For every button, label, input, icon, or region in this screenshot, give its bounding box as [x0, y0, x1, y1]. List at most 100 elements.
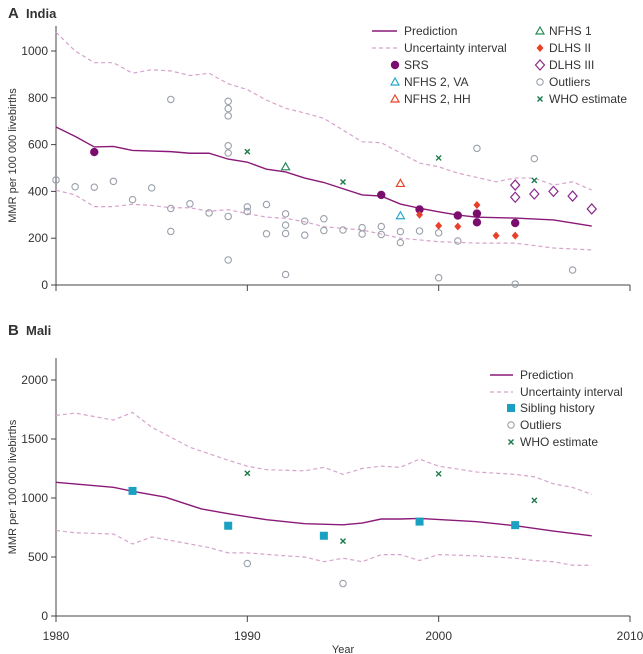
outliers-point	[224, 142, 232, 150]
who-cross-stroke	[244, 148, 251, 155]
who-cross-stroke	[508, 439, 514, 445]
outliers-point	[530, 154, 539, 163]
uncertainty-upper-line	[55, 411, 592, 496]
legend-outliers-marker	[536, 78, 544, 86]
outliers-point	[377, 230, 386, 239]
y-tick-label: 1000	[21, 44, 48, 58]
outliers-point	[339, 226, 347, 234]
who-cross-stroke	[537, 96, 543, 102]
legend-label: Uncertainty interval	[404, 41, 507, 55]
dlhs3-point	[548, 185, 559, 198]
who-cross-stroke	[340, 179, 346, 186]
legend-label: Uncertainty interval	[520, 385, 623, 399]
dlhs3-point	[529, 188, 540, 200]
outliers-point	[377, 222, 386, 231]
dlhs2-point	[492, 231, 500, 240]
outliers-point	[300, 231, 309, 239]
outliers-point	[167, 204, 175, 213]
dlhs3-point	[567, 190, 578, 202]
dlhs3-point	[586, 203, 598, 215]
y-axis-label: MMR per 100 000 livebirths	[7, 419, 19, 554]
dlhs2-point	[454, 222, 462, 231]
y-axis-label: MMR per 100 000 livebirths	[7, 88, 19, 223]
outliers-point	[473, 144, 481, 153]
srs-point	[415, 205, 424, 214]
uncertainty-lower-line	[55, 189, 592, 251]
srs-point	[472, 209, 482, 218]
who-cross-stroke	[435, 470, 442, 477]
legend-nfhs1-marker	[534, 25, 546, 35]
srs-point	[377, 190, 386, 200]
outliers-point	[167, 227, 175, 236]
legend-label: WHO estimate	[549, 92, 627, 106]
y-tick-label: 800	[28, 91, 48, 105]
y-tick-label: 600	[28, 138, 48, 152]
prediction-line	[55, 481, 592, 537]
x-tick-label: 2000	[425, 629, 452, 643]
who-point	[435, 154, 442, 161]
outliers-point	[262, 230, 271, 238]
srs-point	[90, 147, 99, 157]
dlhs2-point	[435, 221, 443, 230]
outliers-point	[396, 238, 405, 247]
y-tick-label: 2000	[21, 373, 48, 387]
legend-dlhs3-marker	[534, 59, 546, 71]
panel-letter: B	[8, 322, 19, 339]
outliers-point	[186, 200, 194, 208]
outliers-point	[90, 183, 99, 191]
y-tick-label: 1000	[21, 491, 48, 505]
who-point	[340, 538, 346, 545]
nfhs2-hh-point	[395, 178, 406, 188]
legend-label: Prediction	[404, 24, 457, 38]
who-cross-stroke	[531, 177, 538, 184]
who-cross-stroke	[340, 538, 346, 545]
outliers-point	[167, 95, 175, 104]
legend-label: NFHS 2, VA	[404, 75, 468, 89]
who-cross-stroke	[244, 470, 251, 477]
outliers-point	[281, 270, 290, 279]
outliers-point	[147, 184, 156, 192]
srs-point	[453, 211, 462, 220]
who-cross-stroke	[435, 154, 442, 161]
panel-title: Mali	[26, 323, 51, 338]
legend-label: Prediction	[520, 368, 573, 382]
nfhs1-point	[280, 161, 291, 171]
who-point	[435, 470, 442, 477]
outliers-point	[243, 203, 252, 211]
legend-srs-marker	[390, 60, 400, 70]
legend-label: Outliers	[549, 75, 590, 89]
legend-label: DLHS II	[549, 41, 591, 55]
legend-who-marker	[537, 96, 543, 102]
sibling-point	[128, 486, 137, 495]
outliers-point	[358, 223, 366, 232]
outliers-point	[109, 177, 118, 186]
dlhs2-point	[473, 200, 481, 209]
x-tick-label: 2010	[617, 629, 643, 643]
legend-label: DLHS III	[549, 58, 594, 72]
outliers-point	[224, 212, 232, 221]
outliers-point	[281, 229, 290, 238]
legend-label: NFHS 2, HH	[404, 92, 471, 106]
legend-who-marker	[508, 439, 514, 445]
outliers-point	[262, 200, 271, 209]
who-point	[244, 148, 251, 155]
sibling-point	[224, 521, 233, 530]
outliers-point	[434, 273, 443, 282]
outliers-point	[205, 209, 213, 217]
outliers-point	[224, 112, 232, 120]
outliers-point	[511, 280, 519, 288]
x-tick-label: 1990	[234, 629, 261, 643]
outliers-point	[243, 559, 252, 568]
dlhs2-point	[511, 231, 519, 240]
prediction-line	[55, 126, 592, 227]
dlhs3-point	[509, 191, 521, 204]
outliers-point	[339, 579, 347, 588]
outliers-point	[454, 237, 462, 245]
outliers-point	[224, 256, 232, 264]
legend-label: SRS	[404, 58, 429, 72]
legend-label: Sibling history	[520, 401, 595, 415]
y-tick-label: 1500	[21, 432, 48, 446]
uncertainty-upper-line	[55, 31, 592, 191]
x-axis-label: Year	[332, 644, 355, 654]
who-point	[531, 177, 538, 184]
